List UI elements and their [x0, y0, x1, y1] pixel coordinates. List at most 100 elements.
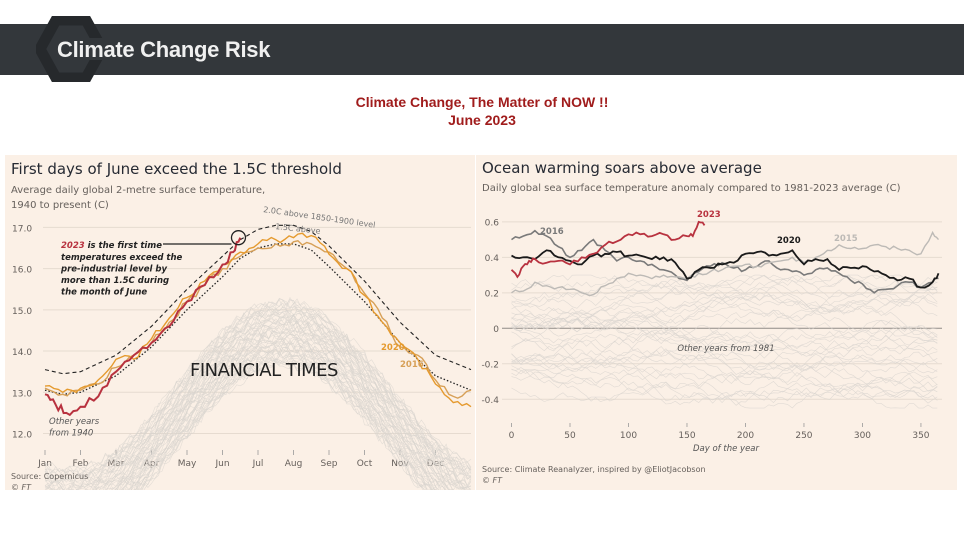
other-year-line [44, 317, 472, 490]
other-year-line [136, 358, 425, 490]
series-line-2015 [511, 230, 940, 297]
other-year-line [511, 285, 938, 322]
other-year-line [511, 284, 938, 331]
other-year-line [511, 313, 938, 351]
x-tick-label: Jun [214, 459, 229, 469]
y-tick-label: 14.0 [12, 348, 32, 358]
annotation-note: 2023 is the first time [61, 241, 162, 251]
series-line-2016 [44, 240, 472, 399]
annotation-text: is the first time [88, 241, 163, 251]
x-tick-label: 350 [912, 431, 929, 441]
chart-subtitle: Daily global sea surface temperature ano… [482, 183, 901, 194]
label-2023: 2023 [697, 210, 721, 220]
x-tick-label: 0 [509, 431, 515, 441]
label-2020: 2020 [777, 236, 801, 246]
other-year-line [94, 325, 472, 490]
series-line-2023 [510, 220, 706, 279]
x-tick-label: Nov [391, 459, 409, 469]
other-year-line [511, 278, 938, 309]
x-tick-label: Sep [321, 459, 338, 469]
page-title: Climate Change Risk [57, 37, 271, 62]
series-line-2020 [511, 249, 940, 289]
x-tick-label: Apr [144, 459, 160, 469]
chart-subtitle-line: 1940 to present (C) [11, 200, 109, 211]
y-tick-label: -0.4 [481, 396, 499, 406]
x-tick-label: 250 [795, 431, 812, 441]
other-year-line [511, 293, 938, 318]
annotation-note-line: pre-industrial level by [60, 265, 167, 275]
y-tick-label: 13.0 [12, 389, 32, 399]
other-year-line [121, 342, 446, 490]
chart-source: Source: Copernicus © FT [11, 471, 88, 493]
other-year-line [511, 309, 938, 344]
other-year-line [511, 350, 938, 393]
y-tick-label: 0.6 [485, 218, 500, 228]
other-year-line [511, 277, 938, 334]
x-tick-label: 200 [737, 431, 754, 441]
series-line-2016 [511, 229, 939, 294]
other-year-line [511, 274, 938, 329]
chart-title: First days of June exceed the 1.5C thres… [11, 160, 342, 178]
other-year-line [44, 311, 472, 490]
chart-title: Ocean warming soars above average [482, 159, 762, 177]
headline: Climate Change, The Matter of NOW !! [355, 94, 609, 110]
annotation-note-line: more than 1.5C during [61, 276, 169, 286]
series-line-2023 [44, 237, 242, 417]
title-banner [0, 24, 964, 75]
x-tick-label: May [178, 459, 197, 469]
air-temperature-chart-panel: First days of June exceed the 1.5C thres… [5, 155, 475, 493]
other-year-line [511, 321, 938, 380]
other-year-line [139, 358, 427, 490]
other-year-line [511, 288, 938, 324]
other-year-line [511, 352, 938, 409]
y-tick-label: -0.2 [481, 360, 499, 370]
other-year-line [511, 346, 938, 376]
other-year-line [44, 318, 471, 490]
other-year-line [104, 328, 466, 490]
source-text: Source: Copernicus [11, 472, 89, 481]
y-tick-label: 15.0 [12, 307, 32, 317]
chart-subtitle: Average daily global 2-metre surface tem… [11, 183, 265, 213]
others-label: Other years from 1981 [677, 344, 774, 354]
headline-date: June 2023 [448, 112, 516, 128]
other-year-line [511, 286, 938, 339]
other-year-line [511, 361, 938, 395]
others-label: Other years [49, 417, 100, 427]
copyright-text: © FT [482, 476, 503, 485]
x-tick-label: Aug [285, 459, 303, 469]
other-year-line [511, 369, 938, 404]
chart-subtitle-line: Average daily global 2-metre surface tem… [11, 185, 266, 196]
copyright-text: © FT [11, 483, 32, 492]
other-year-line [131, 347, 436, 490]
highlight-circle [230, 230, 247, 246]
other-year-line [511, 320, 938, 359]
x-tick-label: 50 [564, 431, 576, 441]
x-tick-label: Jan [37, 459, 52, 469]
ocean-temperature-chart-panel: Ocean warming soars above average Daily … [476, 155, 957, 490]
annotation-year: 2023 [61, 241, 88, 251]
label-2015: 2015 [834, 234, 858, 244]
x-tick-label: 150 [678, 431, 695, 441]
other-year-line [106, 327, 467, 490]
x-tick-label: 100 [620, 431, 637, 441]
other-year-line [511, 293, 938, 352]
other-year-line [142, 360, 424, 490]
label-2020: 2020 [381, 343, 405, 353]
others-label: from 1940 [49, 429, 93, 439]
other-year-line [511, 333, 938, 375]
y-tick-label: 0.4 [485, 254, 500, 264]
other-year-line [44, 313, 472, 490]
y-tick-label: 12.0 [12, 431, 32, 441]
other-year-line [114, 338, 451, 490]
other-year-line [44, 298, 472, 474]
other-year-line [511, 274, 938, 299]
other-year-line [44, 316, 472, 490]
other-year-line [44, 296, 472, 474]
y-tick-label: 16.0 [12, 266, 32, 276]
series-line-2020 [44, 232, 472, 408]
other-year-line [44, 299, 472, 478]
other-year-line [511, 376, 938, 402]
x-tick-label: Jul [252, 459, 264, 469]
hexagon-logo-icon [36, 16, 106, 82]
